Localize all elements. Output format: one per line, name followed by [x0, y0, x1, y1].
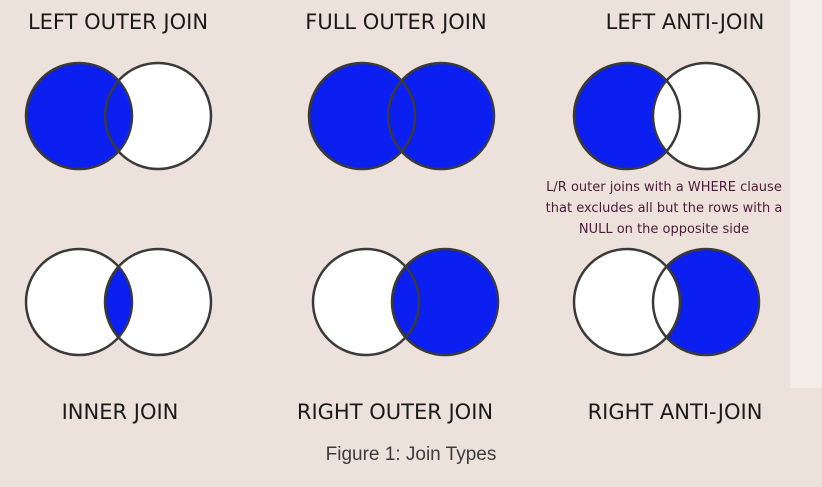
label-left-anti-join: LEFT ANTI-JOIN: [605, 10, 765, 34]
note-line: that excludes all but the rows with a: [545, 201, 783, 216]
venn-right-outer-join: [311, 247, 500, 357]
label-inner-join: INNER JOIN: [61, 400, 179, 424]
left-set-circle: [26, 249, 132, 355]
label-right-anti-join: RIGHT ANTI-JOIN: [587, 400, 763, 424]
right-set-circle: [392, 249, 498, 355]
note-line: NULL on the opposite side: [578, 222, 750, 237]
left-set-circle: [574, 63, 680, 169]
left-set-circle: [574, 249, 680, 355]
anti-join-note: L/R outer joins with a WHERE clause that…: [528, 177, 800, 240]
venn-left-outer-join: [24, 61, 213, 171]
venn-inner-join: [24, 247, 213, 357]
left-set-circle: [309, 63, 415, 169]
left-set-circle: [313, 249, 419, 355]
caption-band: [0, 388, 822, 487]
label-full-outer-join: FULL OUTER JOIN: [305, 10, 487, 34]
panel-edge: [790, 0, 822, 388]
venn-left-anti-join: [572, 61, 761, 171]
figure-caption: Figure 1: Join Types: [325, 444, 497, 465]
label-right-outer-join: RIGHT OUTER JOIN: [296, 400, 494, 424]
label-left-outer-join: LEFT OUTER JOIN: [27, 10, 209, 34]
left-set-circle: [26, 63, 132, 169]
venn-right-anti-join: [572, 247, 761, 357]
venn-full-outer-join: [307, 61, 496, 171]
right-set-circle: [653, 249, 759, 355]
note-line: L/R outer joins with a WHERE clause: [546, 180, 782, 195]
right-set-circle: [653, 63, 759, 169]
right-set-circle: [105, 63, 211, 169]
right-set-circle: [388, 63, 494, 169]
right-set-circle: [105, 249, 211, 355]
